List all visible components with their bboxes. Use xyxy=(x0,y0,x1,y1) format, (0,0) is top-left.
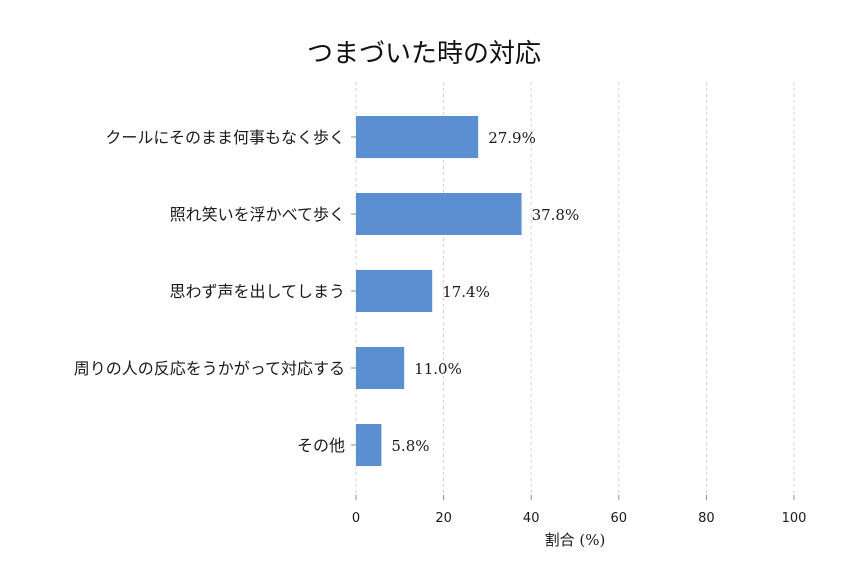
chart-title: つまづいた時の対応 xyxy=(307,39,541,69)
bar-2 xyxy=(356,270,433,312)
bar-1 xyxy=(356,193,522,235)
category-label-1: 照れ笑いを浮かべて歩く xyxy=(170,205,345,224)
x-axis: 0 20 40 60 80 100 xyxy=(351,136,807,526)
data-label-3: 11.0% xyxy=(414,360,462,378)
data-labels: 27.9% 37.8% 17.4% 11.0% 5.8% xyxy=(391,129,579,455)
x-tick-label-80: 80 xyxy=(698,511,715,526)
x-tick-label-100: 100 xyxy=(782,511,807,526)
x-tick-label-0: 0 xyxy=(352,511,360,526)
category-label-2: 思わず声を出してしまう xyxy=(169,282,345,301)
category-label-4: その他 xyxy=(297,436,345,455)
x-axis-label: 割合 (%) xyxy=(545,531,606,549)
data-label-0: 27.9% xyxy=(488,129,536,147)
data-label-2: 17.4% xyxy=(442,283,490,301)
category-labels: クールにそのまま何事もなく歩く照れ笑いを浮かべて歩く思わず声を出してしまう周りの… xyxy=(74,128,345,455)
data-label-1: 37.8% xyxy=(532,206,580,224)
category-label-3: 周りの人の反応をうかがって対応する xyxy=(74,359,345,378)
x-tick-label-40: 40 xyxy=(523,511,540,526)
bar-0 xyxy=(356,116,479,158)
x-tick-label-60: 60 xyxy=(611,511,628,526)
bar-4 xyxy=(356,424,382,466)
category-label-0: クールにそのまま何事もなく歩く xyxy=(105,128,345,147)
bar-3 xyxy=(356,347,405,389)
x-tick-label-20: 20 xyxy=(435,511,452,526)
bars xyxy=(356,116,522,466)
data-label-4: 5.8% xyxy=(391,437,429,455)
